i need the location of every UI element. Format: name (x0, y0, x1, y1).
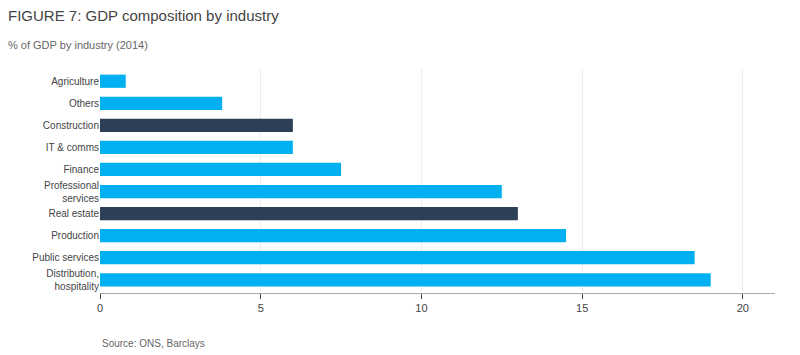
svg-text:IT & comms: IT & comms (46, 142, 99, 153)
svg-text:Agriculture: Agriculture (51, 76, 99, 87)
svg-text:Public services: Public services (32, 252, 99, 263)
svg-text:20: 20 (737, 302, 749, 314)
svg-text:Distribution,hospitality: Distribution,hospitality (46, 268, 99, 292)
svg-text:Real estate: Real estate (48, 208, 99, 219)
svg-text:15: 15 (576, 302, 588, 314)
svg-text:5: 5 (258, 302, 264, 314)
svg-text:Finance: Finance (63, 164, 99, 175)
svg-text:0: 0 (97, 302, 103, 314)
svg-text:% of GDP by industry (2014): % of GDP by industry (2014) (8, 39, 148, 51)
svg-text:Others: Others (69, 98, 99, 109)
svg-text:Construction: Construction (43, 120, 99, 131)
svg-text:FIGURE 7: GDP composition by i: FIGURE 7: GDP composition by industry (8, 7, 279, 24)
svg-text:Professionalservices: Professionalservices (44, 180, 99, 204)
svg-text:Production: Production (51, 230, 99, 241)
svg-text:Source: ONS, Barclays: Source: ONS, Barclays (102, 338, 205, 349)
svg-text:10: 10 (415, 302, 427, 314)
